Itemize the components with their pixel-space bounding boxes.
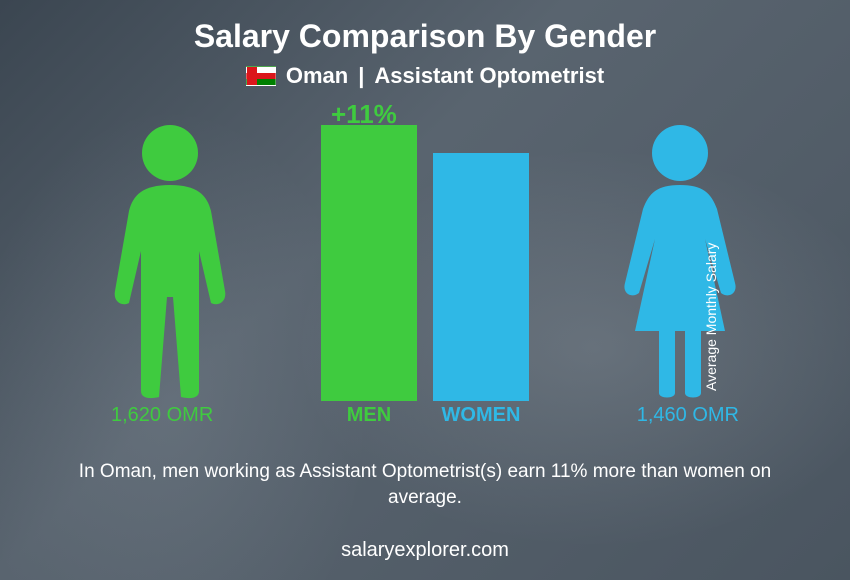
female-figure-icon [595, 121, 765, 401]
bar-rect-women [433, 153, 529, 401]
footer-source: salaryexplorer.com [0, 539, 850, 562]
bar-rect-men [321, 125, 417, 401]
male-figure-icon [85, 121, 255, 401]
bar-label-women: WOMEN [433, 404, 529, 427]
bar-men: MEN [321, 125, 417, 401]
oman-flag-icon [246, 66, 276, 86]
bar-label-men: MEN [321, 404, 417, 427]
salary-label-men: 1,620 OMR [111, 404, 213, 427]
salary-label-women: 1,460 OMR [637, 404, 739, 427]
subtitle-country: Oman [286, 63, 348, 89]
pct-diff-label-men: +11% [331, 99, 397, 130]
content-container: Salary Comparison By Gender Oman | Assis… [0, 0, 850, 580]
page-title: Salary Comparison By Gender [194, 18, 656, 55]
subtitle-separator: | [358, 63, 364, 89]
y-axis-label: Average Monthly Salary [703, 243, 719, 391]
caption-text: In Oman, men working as Assistant Optome… [65, 459, 785, 510]
subtitle-job: Assistant Optometrist [374, 63, 604, 89]
bar-women: WOMEN [433, 153, 529, 401]
chart-area: MEN WOMEN 1,620 OMR 1,460 OMR +11% Avera… [75, 101, 775, 431]
subtitle-row: Oman | Assistant Optometrist [246, 63, 604, 89]
